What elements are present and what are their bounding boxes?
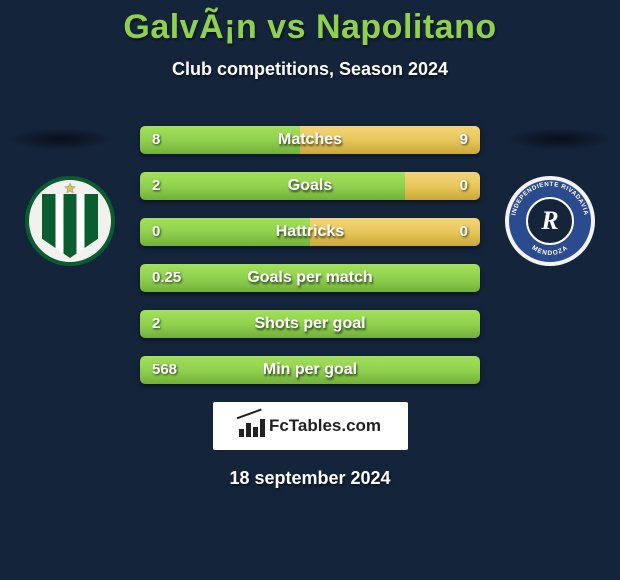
- branding-badge[interactable]: FcTables.com: [213, 402, 408, 450]
- stat-bar-left: [140, 356, 480, 384]
- stat-row: 568Min per goal: [140, 356, 480, 384]
- stat-value-right: 0: [448, 218, 480, 246]
- stat-value-left: 568: [140, 356, 189, 384]
- stat-row: 00Hattricks: [140, 218, 480, 246]
- branding-label: FcTables.com: [269, 416, 381, 436]
- svg-text:MENDOZA: MENDOZA: [530, 244, 569, 257]
- stat-bar-left: [140, 310, 480, 338]
- infographic-content: { "title": "GalvÃ¡n vs Napolitano", "sub…: [0, 0, 620, 580]
- stat-value-left: 0.25: [140, 264, 193, 292]
- stat-value-left: 0: [140, 218, 172, 246]
- crest-right-ring-text: INDEPENDIENTE RIVADAVIA MENDOZA: [505, 176, 595, 266]
- stat-value-right: 0: [448, 172, 480, 200]
- stat-value-left: 2: [140, 310, 172, 338]
- stat-row: 89Matches: [140, 126, 480, 154]
- stat-value-right: 9: [448, 126, 480, 154]
- crest-ring-text-top: INDEPENDIENTE RIVADAVIA: [510, 181, 589, 216]
- subtitle: Club competitions, Season 2024: [0, 59, 620, 80]
- team-crest-right: R INDEPENDIENTE RIVADAVIA MENDOZA: [505, 176, 595, 266]
- fctables-logo-icon: [239, 415, 265, 437]
- player-shadow-left: [8, 128, 113, 150]
- stat-bars-container: 89Matches20Goals00Hattricks0.25Goals per…: [140, 126, 480, 384]
- stat-bar-left: [140, 172, 405, 200]
- team-crest-left: ★: [25, 176, 115, 266]
- stat-value-left: 8: [140, 126, 172, 154]
- page-title: GalvÃ¡n vs Napolitano: [0, 8, 620, 47]
- svg-text:INDEPENDIENTE RIVADAVIA: INDEPENDIENTE RIVADAVIA: [510, 181, 589, 216]
- crest-ring-text-bottom: MENDOZA: [530, 244, 569, 257]
- player-shadow-right: [507, 128, 612, 150]
- stat-row: 2Shots per goal: [140, 310, 480, 338]
- stat-row: 20Goals: [140, 172, 480, 200]
- crest-left-shield: [42, 194, 98, 258]
- date-label: 18 september 2024: [0, 468, 620, 489]
- stat-value-left: 2: [140, 172, 172, 200]
- stat-row: 0.25Goals per match: [140, 264, 480, 292]
